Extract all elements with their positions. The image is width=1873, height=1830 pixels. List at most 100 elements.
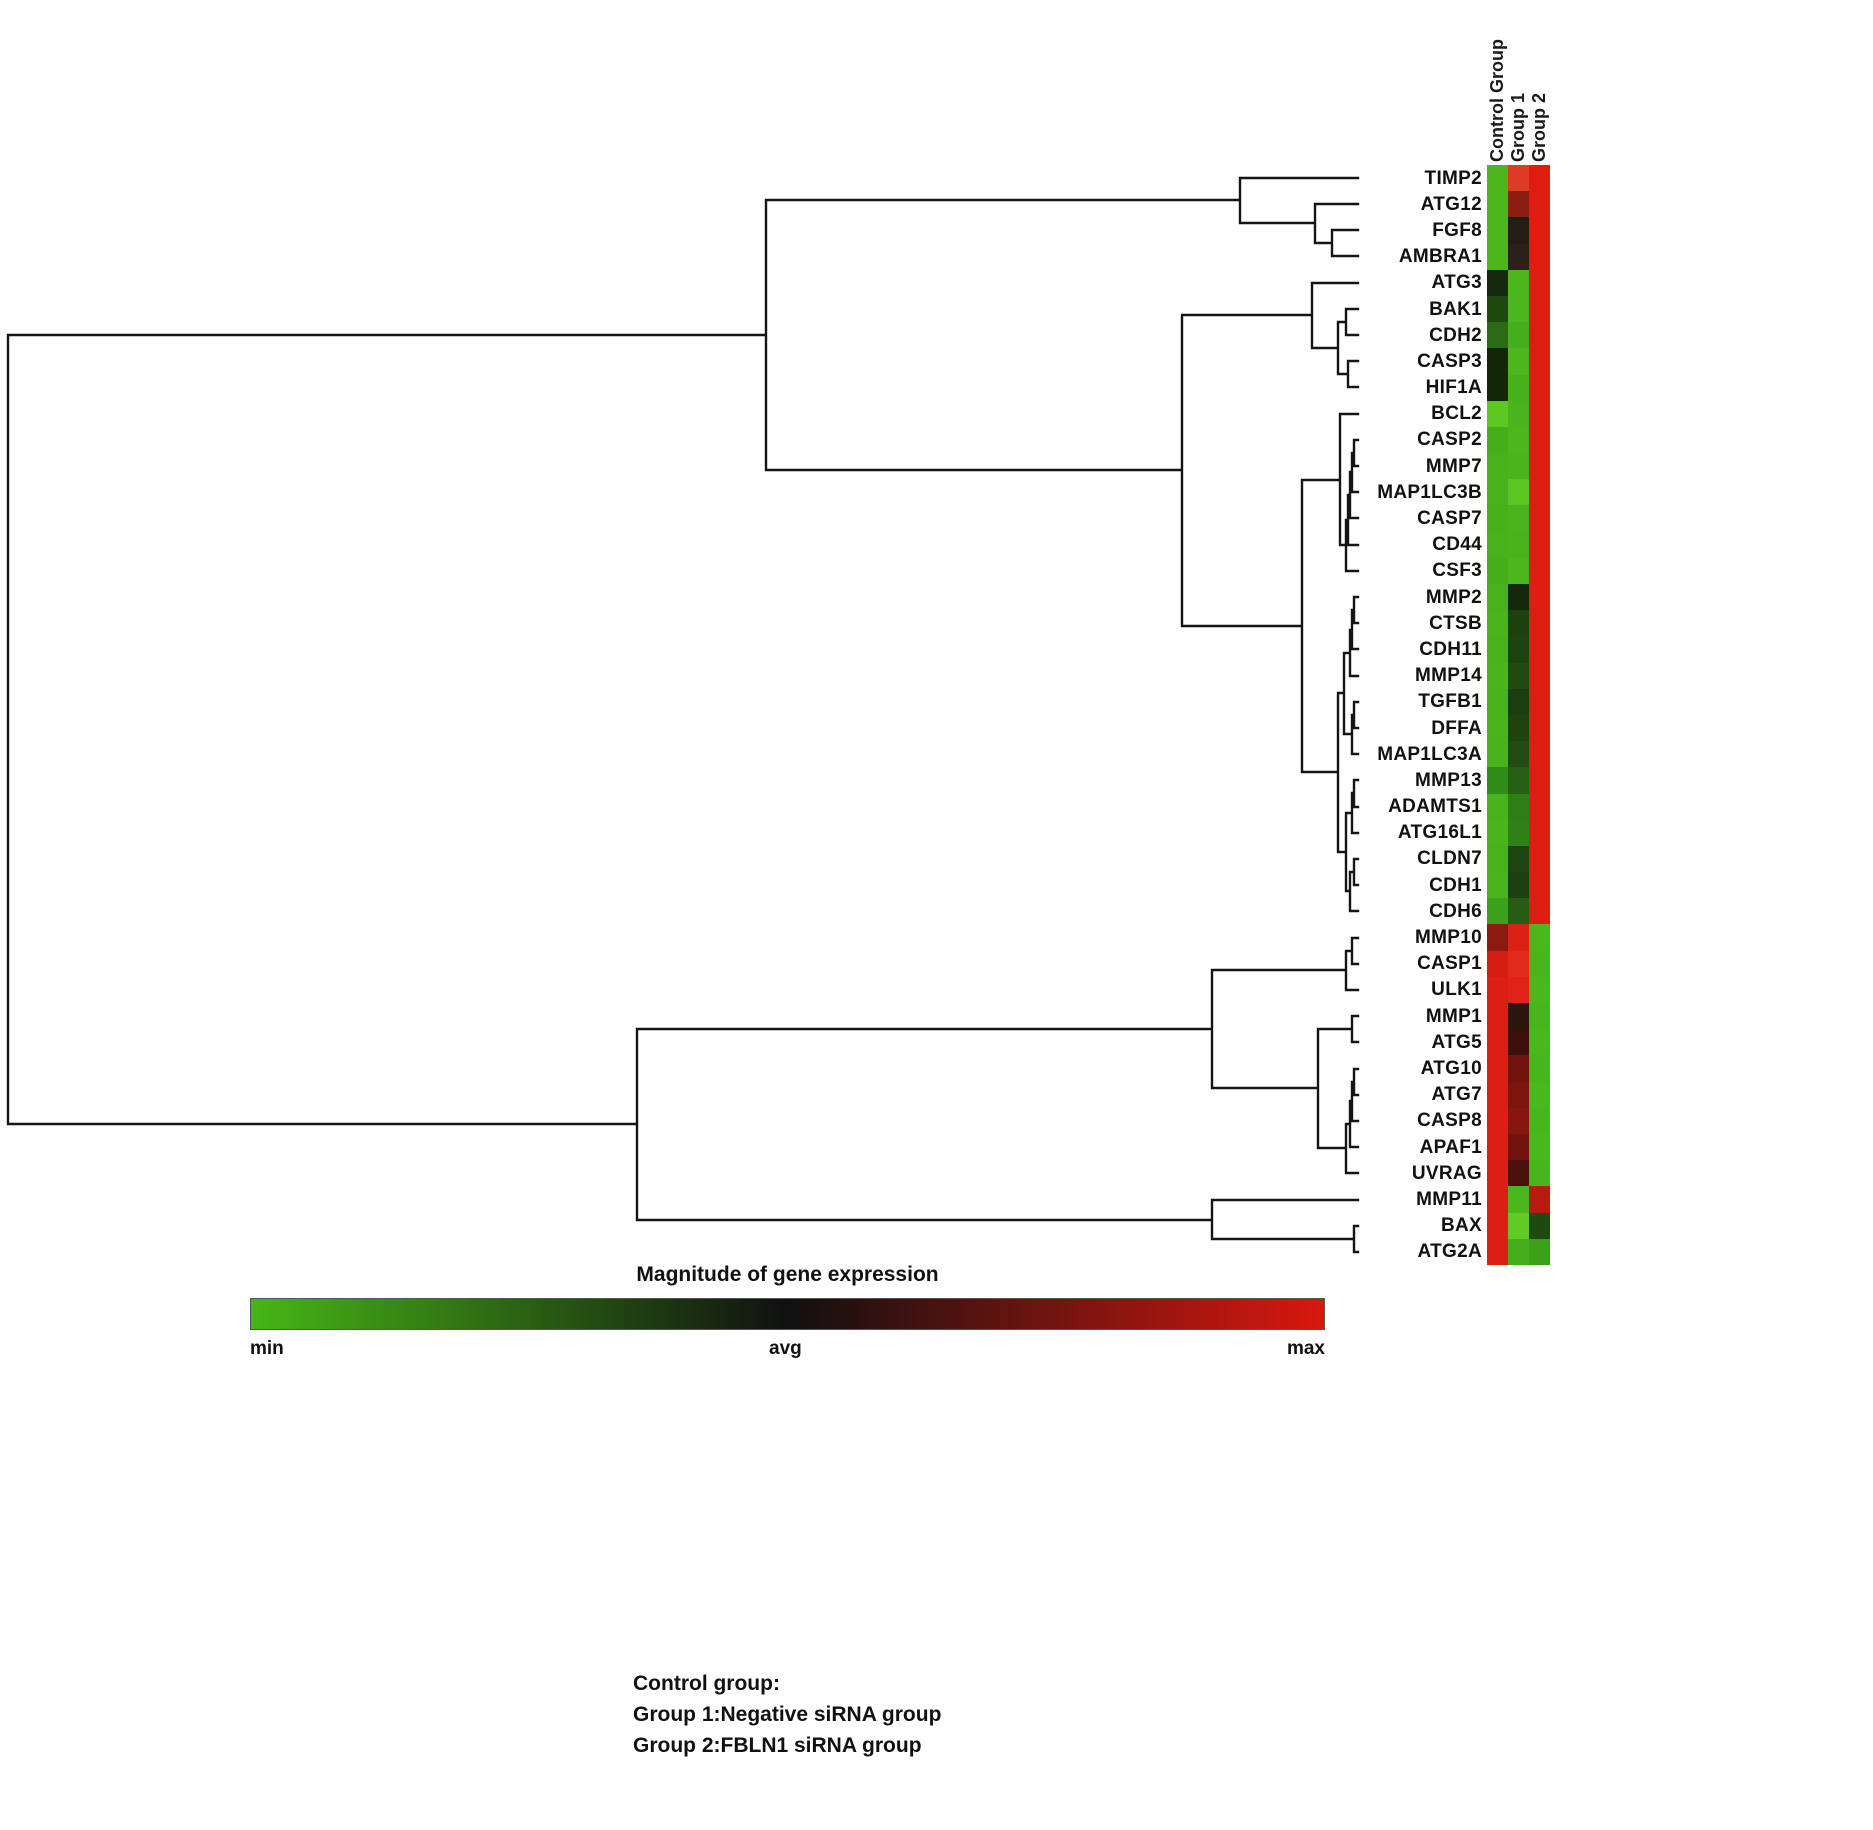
heatmap-row <box>1487 479 1550 506</box>
heatmap-cell <box>1508 584 1529 611</box>
heatmap-cell <box>1487 767 1508 794</box>
legend-line-group2: Group 2:FBLN1 siRNA group <box>633 1734 922 1757</box>
heatmap-cell <box>1487 453 1508 480</box>
gene-label: AMBRA1 <box>1398 246 1482 268</box>
heatmap-cell <box>1487 269 1508 296</box>
group-legend: Control group: Group 1:Negative siRNA gr… <box>633 1668 941 1761</box>
heatmap-row <box>1487 845 1550 873</box>
heatmap-cell <box>1487 165 1508 192</box>
heatmap-row <box>1487 453 1550 480</box>
gene-label: DFFA <box>1431 717 1482 739</box>
heatmap-cell <box>1529 348 1550 375</box>
heatmap-row <box>1487 1055 1550 1082</box>
heatmap-cell <box>1487 976 1508 1003</box>
heatmap-row <box>1487 662 1550 689</box>
heatmap-cell <box>1508 1081 1529 1108</box>
heatmap-cell <box>1487 741 1508 768</box>
heatmap-cell <box>1487 662 1508 689</box>
heatmap-row <box>1487 1186 1550 1213</box>
heatmap-cell <box>1487 636 1508 663</box>
heatmap-row <box>1487 426 1550 454</box>
heatmap-cell <box>1508 374 1529 401</box>
heatmap-row <box>1487 688 1550 715</box>
gene-label: ULK1 <box>1431 979 1482 1001</box>
heatmap-cell <box>1508 505 1529 532</box>
heatmap-cell <box>1529 636 1550 663</box>
heatmap-cell <box>1529 269 1550 296</box>
heatmap-cell <box>1487 505 1508 532</box>
heatmap-cell <box>1487 950 1508 977</box>
gene-label: CD44 <box>1432 534 1482 556</box>
gene-label: MMP1 <box>1425 1005 1482 1027</box>
heatmap-row <box>1487 295 1550 323</box>
heatmap-cell <box>1508 243 1529 270</box>
heatmap-cell <box>1508 872 1529 899</box>
heatmap-row <box>1487 322 1550 349</box>
gene-label: CDH11 <box>1419 638 1482 660</box>
heatmap-cell <box>1508 269 1529 296</box>
heatmap-cell <box>1487 714 1508 742</box>
heatmap-cell <box>1529 872 1550 899</box>
heatmap-cell <box>1487 322 1508 349</box>
gene-label: UVRAG <box>1411 1162 1482 1184</box>
heatmap-cell <box>1529 191 1550 218</box>
heatmap-cell <box>1508 793 1529 820</box>
heatmap-cell <box>1529 400 1550 427</box>
heatmap-cell <box>1487 688 1508 715</box>
heatmap-row <box>1487 531 1550 558</box>
heatmap-cell <box>1529 322 1550 349</box>
heatmap-cell <box>1508 1055 1529 1082</box>
heatmap-row <box>1487 348 1550 375</box>
heatmap-row <box>1487 1003 1550 1030</box>
heatmap-cell <box>1508 950 1529 977</box>
heatmap-cell <box>1529 610 1550 637</box>
legend-line-control: Control group: <box>633 1672 780 1695</box>
heatmap-cell <box>1529 1186 1550 1213</box>
heatmap-cell <box>1529 662 1550 689</box>
heatmap-cell <box>1508 295 1529 323</box>
heatmap-row <box>1487 793 1550 820</box>
column-header-control-group: Control Group <box>1487 39 1507 162</box>
heatmap-cell <box>1508 165 1529 192</box>
heatmap-cell <box>1508 898 1529 925</box>
heatmap-row <box>1487 898 1550 925</box>
gene-label: CASP3 <box>1417 350 1482 372</box>
heatmap-cell <box>1487 557 1508 584</box>
heatmap-cell <box>1529 819 1550 846</box>
gene-label: ATG2A <box>1417 1241 1482 1263</box>
heatmap-row <box>1487 191 1550 218</box>
heatmap-cell <box>1487 348 1508 375</box>
gene-label: CDH6 <box>1429 900 1482 922</box>
heatmap-cell <box>1508 479 1529 506</box>
gene-label: ATG7 <box>1431 1084 1482 1106</box>
heatmap-row <box>1487 1212 1550 1239</box>
heatmap-cell <box>1508 976 1529 1003</box>
heatmap-cell <box>1487 845 1508 873</box>
heatmap-row <box>1487 924 1550 951</box>
colorbar-labels: min avg max <box>250 1338 1325 1360</box>
heatmap-cell <box>1487 400 1508 427</box>
heatmap-cell <box>1487 819 1508 846</box>
gene-label: CASP7 <box>1417 508 1482 530</box>
heatmap-cell <box>1487 374 1508 401</box>
gene-label: CDH2 <box>1429 324 1482 346</box>
heatmap-cell <box>1529 1133 1550 1161</box>
colorbar-title: Magnitude of gene expression <box>636 1263 939 1286</box>
heatmap-cell <box>1508 924 1529 951</box>
heatmap-cell <box>1508 453 1529 480</box>
heatmap-cell <box>1487 243 1508 270</box>
heatmap-row <box>1487 269 1550 296</box>
gene-label: MMP11 <box>1416 1188 1482 1210</box>
dendrogram <box>6 176 1360 1254</box>
heatmap-row <box>1487 976 1550 1003</box>
heatmap-cell <box>1529 714 1550 742</box>
heatmap-cell <box>1487 924 1508 951</box>
heatmap-cell <box>1508 741 1529 768</box>
heatmap-cell <box>1529 1107 1550 1134</box>
heatmap-row <box>1487 950 1550 977</box>
gene-label: APAF1 <box>1419 1136 1482 1158</box>
heatmap-cell <box>1508 426 1529 454</box>
heatmap-row <box>1487 1238 1550 1265</box>
heatmap-cell <box>1508 557 1529 584</box>
